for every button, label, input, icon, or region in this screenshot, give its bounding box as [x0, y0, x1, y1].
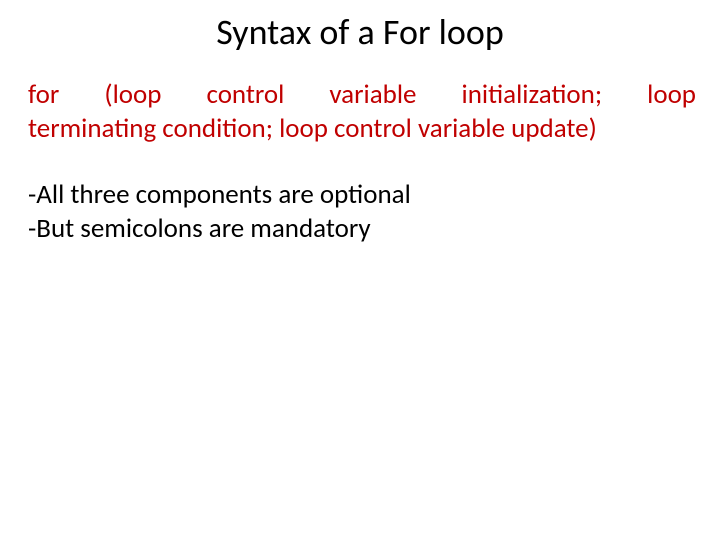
syntax-line-2: terminating condition; loop control vari…	[28, 112, 696, 146]
syntax-line-1: for (loop control variable initializatio…	[28, 78, 696, 112]
slide-container: Syntax of a For loop for (loop control v…	[0, 0, 720, 540]
slide-title: Syntax of a For loop	[0, 10, 720, 54]
note-line-2: -But semicolons are mandatory	[28, 212, 696, 246]
notes-text: -All three components are optional -But …	[28, 178, 696, 246]
note-line-1: -All three components are optional	[28, 178, 696, 212]
syntax-text: for (loop control variable initializatio…	[28, 78, 696, 146]
